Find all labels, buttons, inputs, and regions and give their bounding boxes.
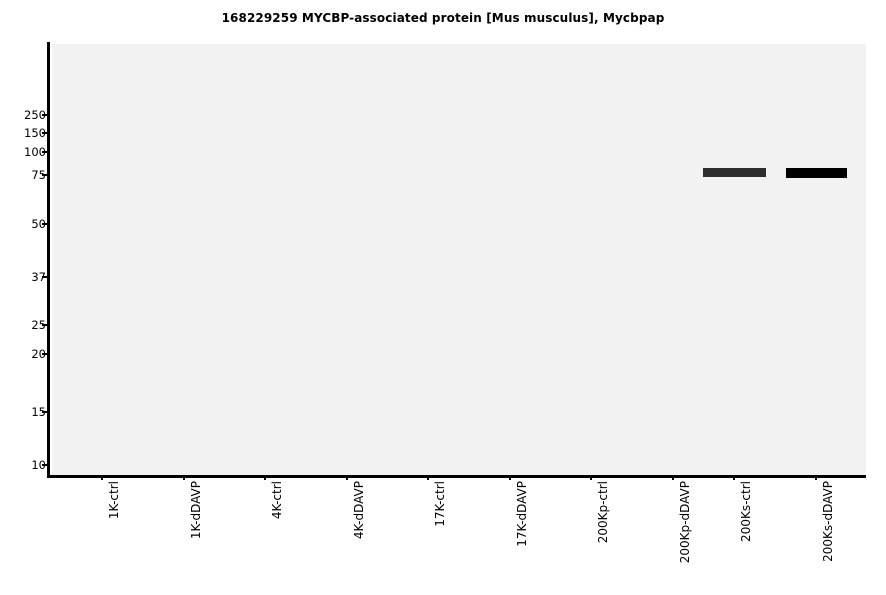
x-tick-mark — [509, 476, 511, 480]
x-tick-label-1k-ddavp: 1K-dDAVP — [189, 481, 203, 540]
x-tick-label-4k-ctrl: 4K-ctrl — [270, 481, 284, 520]
x-tick-mark — [183, 476, 185, 480]
y-tick-label: 20 — [31, 347, 46, 361]
blot-band-200ks-ctrl — [703, 168, 766, 177]
blot-band-200ks-ddavp — [786, 168, 847, 178]
x-tick-label-200ks-ctrl: 200Ks-ctrl — [739, 481, 753, 542]
x-tick-label-200kp-ctrl: 200Kp-ctrl — [596, 481, 610, 544]
x-tick-mark — [264, 476, 266, 480]
x-tick-mark — [346, 476, 348, 480]
page-title: 168229259 MYCBP-associated protein [Mus … — [221, 11, 665, 25]
y-tick-mark — [42, 114, 48, 116]
y-tick-label: 75 — [31, 168, 46, 182]
y-tick-mark — [42, 223, 48, 225]
y-tick-label: 37 — [31, 270, 46, 284]
x-tick-label-200kp-ddavp: 200Kp-dDAVP — [678, 481, 692, 564]
x-tick-mark — [590, 476, 592, 480]
plot-area — [52, 44, 866, 476]
x-tick-mark — [815, 476, 817, 480]
x-tick-label-4k-ddavp: 4K-dDAVP — [352, 481, 366, 540]
x-tick-label-200ks-ddavp: 200Ks-dDAVP — [821, 481, 835, 562]
y-tick-mark — [42, 353, 48, 355]
x-tick-label-17k-ctrl: 17K-ctrl — [433, 481, 447, 527]
x-axis-line — [47, 475, 866, 478]
x-tick-mark — [672, 476, 674, 480]
y-axis-line — [47, 42, 50, 478]
y-tick-mark — [42, 132, 48, 134]
x-tick-label-17k-ddavp: 17K-dDAVP — [515, 481, 529, 547]
y-tick-mark — [42, 411, 48, 413]
y-tick-mark — [42, 464, 48, 466]
y-tick-label: 150 — [24, 126, 46, 140]
y-tick-label: 15 — [31, 405, 46, 419]
y-tick-mark — [42, 324, 48, 326]
y-tick-mark — [42, 174, 48, 176]
y-tick-label: 50 — [31, 217, 46, 231]
y-tick-label: 100 — [24, 145, 46, 159]
y-tick-label: 25 — [31, 318, 46, 332]
x-tick-label-1k-ctrl: 1K-ctrl — [107, 481, 121, 520]
y-tick-mark — [42, 151, 48, 153]
x-tick-mark — [733, 476, 735, 480]
x-tick-mark — [427, 476, 429, 480]
y-tick-label: 250 — [24, 108, 46, 122]
y-tick-label: 10 — [31, 458, 46, 472]
y-tick-mark — [42, 276, 48, 278]
x-tick-mark — [101, 476, 103, 480]
